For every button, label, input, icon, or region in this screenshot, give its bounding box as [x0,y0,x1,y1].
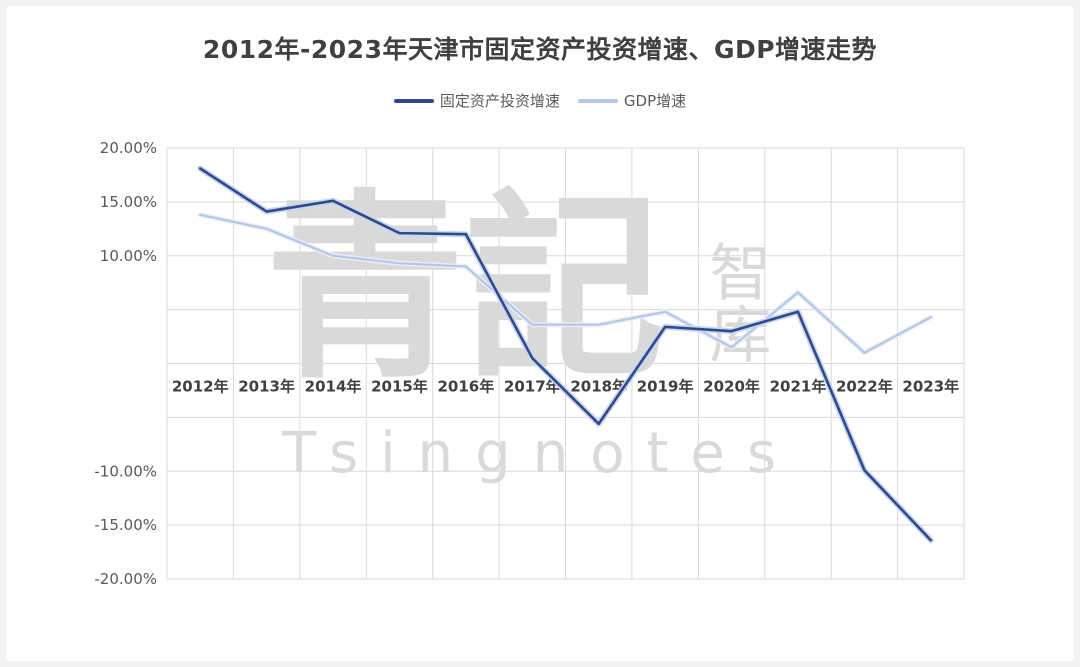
series-line-gdp [199,213,932,354]
x-tick-label: 2020年 [703,378,760,396]
x-tick-label: 2021年 [770,378,827,396]
chart-title: 2012年-2023年天津市固定资产投资增速、GDP增速走势 [202,35,878,64]
y-tick-label: -15.00% [94,516,157,534]
grid [166,147,965,580]
watermark-latin: Tsingnotes [281,421,798,486]
x-tick-label: 2013年 [238,378,295,396]
x-axis-labels: 2012年 2013年 2014年 2015年 2016年 2017年 2018年 2019年… [172,378,959,396]
legend-item-gdp: GDP增速 [577,90,687,111]
y-tick-label: -20.00% [94,570,157,588]
legend-swatch-investment [393,98,434,103]
legend-swatch-gdp [577,98,618,103]
watermark: 青記 智库 Tsingnotes [265,171,798,486]
legend-label-investment: 固定资产投资增速 [439,92,560,110]
x-tick-label: 2014年 [305,378,362,396]
x-tick-label: 2018年 [570,378,627,396]
y-axis-labels: 20.00% 15.00% 10.00% -10.00% -15.00% -20.00% [94,139,157,588]
y-tick-label: 15.00% [100,193,157,211]
chart-legend: 固定资产投资增速 GDP增速 [0,90,1080,111]
x-tick-label: 2015年 [371,378,428,396]
y-tick-label: -10.00% [94,462,157,480]
y-tick-label: 20.00% [100,139,157,157]
x-tick-label: 2017年 [504,378,561,396]
x-tick-label: 2016年 [438,378,495,396]
legend-label-gdp: GDP增速 [623,92,687,110]
y-tick-label: 10.00% [100,247,157,265]
x-tick-label: 2023年 [902,378,959,396]
legend-item-investment: 固定资产投资增速 [393,90,560,111]
x-tick-label: 2019年 [637,378,694,396]
series-line-investment [198,167,933,542]
watermark-main: 青記 [265,171,665,406]
series-group [197,165,934,544]
x-tick-label: 2012年 [172,378,229,396]
x-tick-label: 2022年 [836,378,893,396]
